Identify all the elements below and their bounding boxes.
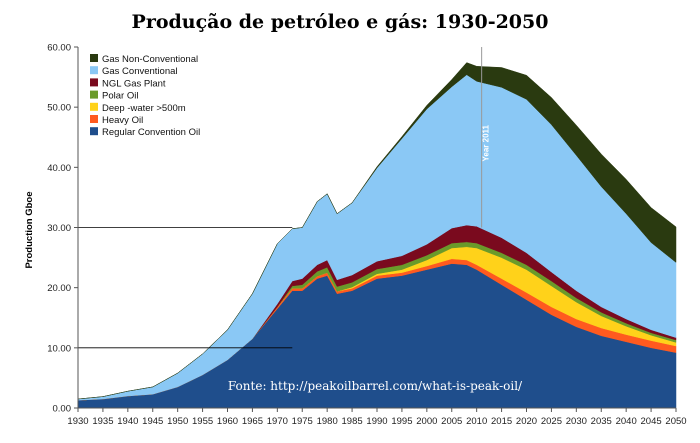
x-tick-label-19: 2025 [541,416,562,427]
x-tick-label-13: 1995 [391,416,412,427]
legend-label-3: Polar Oil [102,91,138,102]
legend-swatch-4 [90,102,98,111]
legend-label-0: Gas Non-Conventional [102,54,198,65]
legend-label-6: Regular Convention Oil [102,127,200,138]
y-tick-label-3: 30.00 [47,223,71,234]
source-note: Fonte: http://peakoilbarrel.com/what-is-… [228,379,523,393]
y-tick-label-1: 10.00 [47,343,71,354]
legend-swatch-6 [90,127,98,136]
y-tick-label-4: 40.00 [47,163,71,174]
legend-swatch-3 [90,90,98,99]
x-tick-label-8: 1970 [267,416,288,427]
y-tick-label-6: 60.00 [47,43,71,54]
x-tick-label-20: 2030 [566,416,587,427]
x-tick-label-10: 1980 [317,416,338,427]
x-tick-label-16: 2010 [466,416,487,427]
x-tick-label-4: 1950 [167,416,188,427]
legend-swatch-2 [90,78,98,87]
reference-lines [78,227,293,349]
x-tick-label-14: 2000 [416,416,437,427]
axes: 0.00 10.00 20.00 30.00 40.00 50.00 60.00 1930 19… [47,43,686,428]
x-tick-label-3: 1945 [142,416,163,427]
x-tick-label-21: 2035 [591,416,612,427]
legend-label-4: Deep -water >500m [102,103,186,114]
x-tick-label-6: 1960 [217,416,238,427]
x-tick-label-11: 1985 [342,416,363,427]
x-tick-label-18: 2020 [516,416,537,427]
x-tick-label-7: 1965 [242,416,263,427]
year-marker: Year 2011 [481,47,491,228]
x-tick-label-12: 1990 [366,416,387,427]
x-tick-label-1: 1935 [92,416,113,427]
legend-swatch-1 [90,66,98,75]
legend-label-2: NGL Gas Plant [102,78,166,89]
x-tick-label-17: 2015 [491,416,512,427]
marker-label: Year 2011 [482,124,491,161]
legend-label-5: Heavy Oil [102,115,143,126]
series-area-6 [77,62,677,400]
y-axis-label: Production Gboe [24,191,35,268]
legend-swatch-0 [90,54,98,62]
legend-swatch-5 [90,115,98,123]
x-tick-label-23: 2045 [641,416,662,427]
y-tick-label-0: 0.00 [53,404,72,415]
x-tick-label-24: 2050 [665,416,686,427]
x-tick-label-2: 1940 [117,416,138,427]
x-tick-label-5: 1955 [192,416,213,427]
legend-label-1: Gas Conventional [102,66,178,77]
chart-title: Produção de petróleo e gás: 1930-2050 [132,11,549,33]
y-tick-label-2: 20.00 [47,283,71,294]
x-tick-label-0: 1930 [67,416,88,427]
x-tick-label-15: 2005 [441,416,462,427]
x-tick-label-22: 2040 [616,416,637,427]
series-layer [77,62,677,409]
y-tick-label-5: 50.00 [47,103,71,114]
x-tick-label-9: 1975 [292,416,313,427]
